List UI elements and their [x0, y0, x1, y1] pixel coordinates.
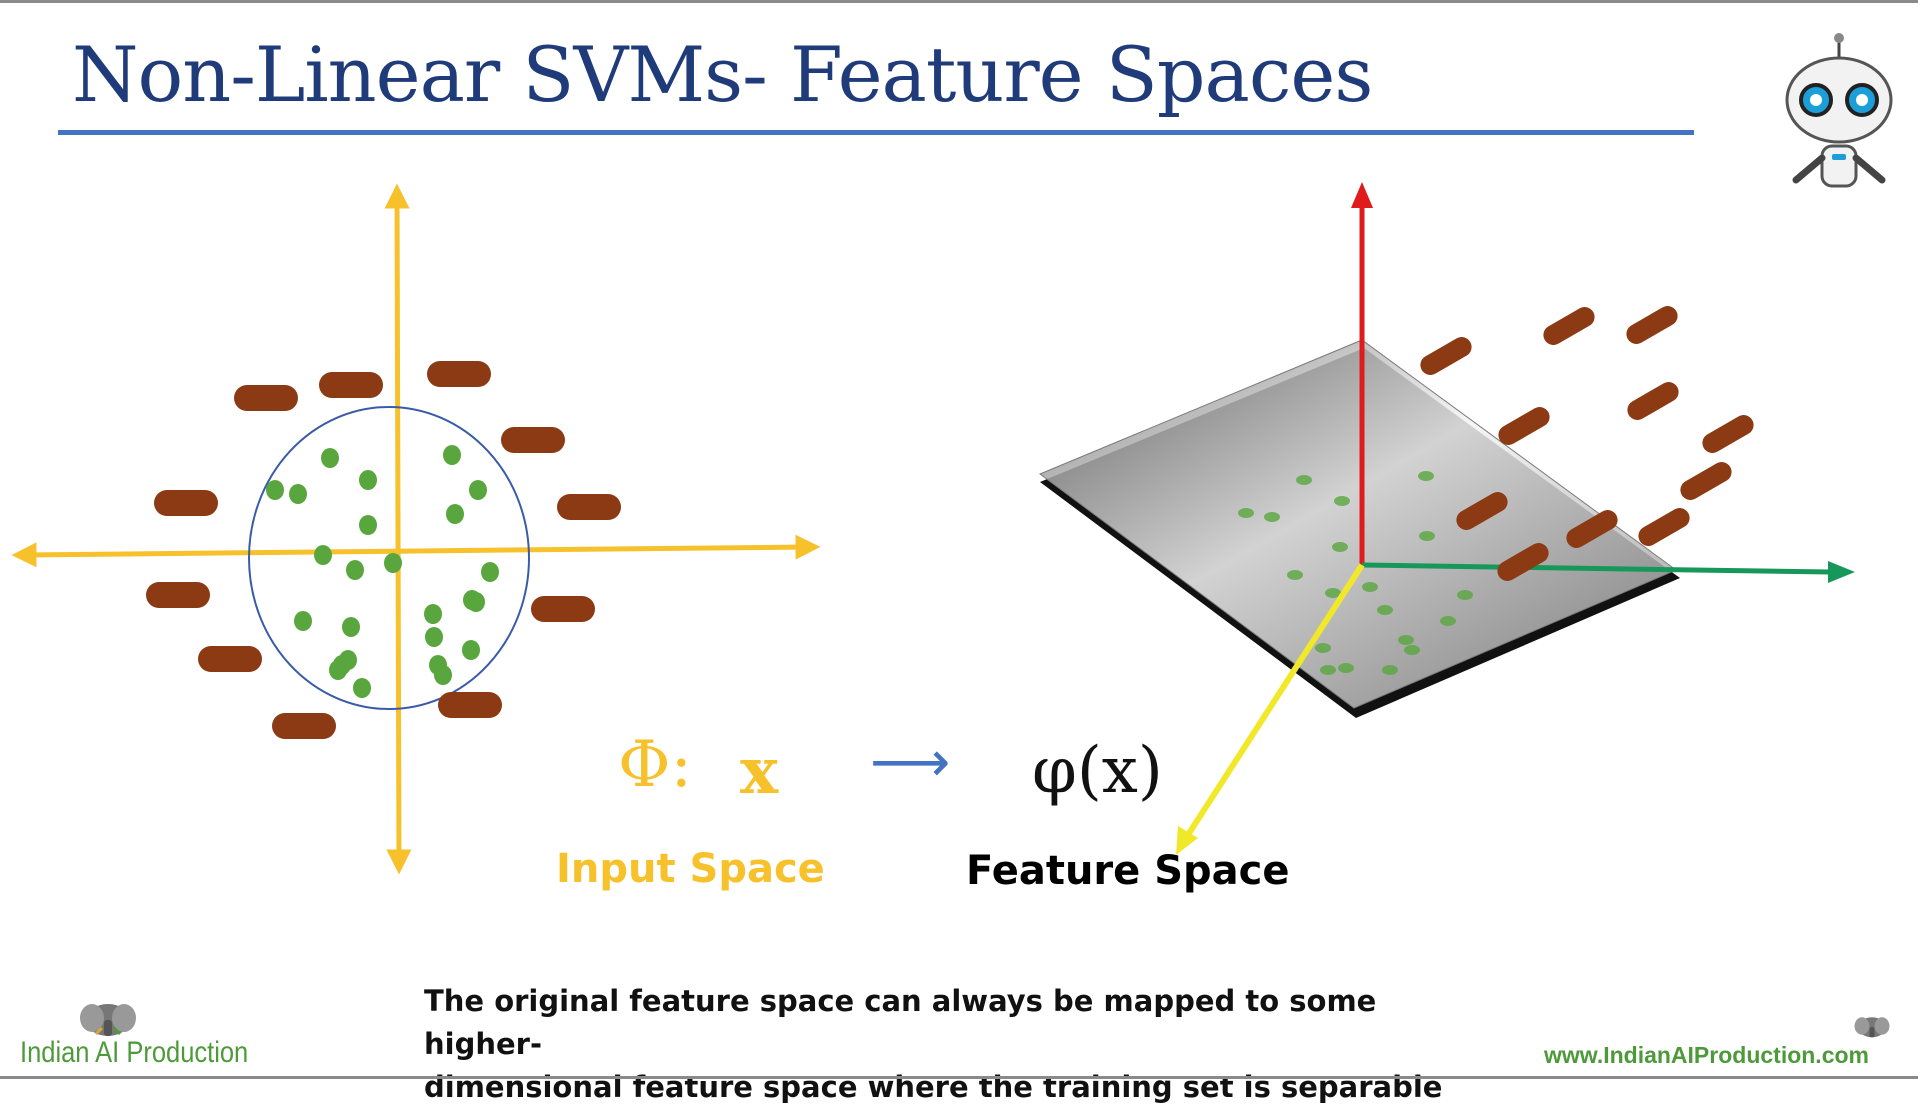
elephant-logo-icon [80, 1004, 136, 1036]
x-axis [1183, 563, 1365, 840]
green-point [1382, 665, 1398, 675]
green-point [1457, 590, 1473, 600]
slide-title: Non-Linear SVMs- Feature Spaces [72, 30, 1373, 119]
y-axis-arrowhead [1828, 561, 1855, 583]
brown-point [427, 361, 491, 387]
feature-space-plot [1038, 182, 1855, 855]
brown-point [234, 385, 298, 411]
green-point [1264, 512, 1280, 522]
green-point [1362, 582, 1378, 592]
green-point [1287, 570, 1303, 580]
green-point [425, 627, 443, 647]
phi-symbol: Φ: [618, 728, 693, 802]
separating-plane [1038, 339, 1678, 709]
brown-point [1626, 306, 1678, 344]
slide-caption: The original feature space can always be… [424, 980, 1484, 1109]
green-point [342, 617, 360, 637]
robot-mascot-icon [1785, 33, 1893, 188]
green-point [446, 504, 464, 524]
green-point [1377, 605, 1393, 615]
green-point [424, 604, 442, 624]
green-point [463, 590, 481, 610]
green-point [266, 480, 284, 500]
green-point [1418, 471, 1434, 481]
title-underline [58, 130, 1694, 135]
brown-point [319, 372, 383, 398]
green-point [289, 484, 307, 504]
decision-circle [248, 406, 530, 710]
bottom-frame-line [0, 1076, 1918, 1079]
top-frame-line [0, 0, 1918, 3]
green-point [321, 448, 339, 468]
green-point [294, 611, 312, 631]
input-y-axis [384, 183, 412, 875]
brown-point [1680, 462, 1732, 501]
feature-brown-points [1420, 306, 1754, 581]
green-point [1315, 643, 1331, 653]
brown-point [1543, 306, 1595, 345]
green-point [1419, 531, 1435, 541]
green-point [1334, 496, 1350, 506]
green-point [359, 515, 377, 535]
brown-point [272, 713, 336, 739]
green-point [353, 678, 371, 698]
brown-point [501, 427, 565, 453]
input-variable: x [740, 734, 779, 809]
brown-point [1702, 414, 1754, 453]
brown-point [1638, 508, 1690, 546]
feature-green-points [1238, 471, 1473, 675]
brown-point [1627, 382, 1679, 420]
brown-point [1497, 543, 1549, 581]
elephant-logo-icon-small [1854, 1017, 1890, 1038]
green-point [443, 445, 461, 465]
input-space-plot [11, 183, 821, 875]
input-x-axis [11, 534, 821, 568]
brown-point [1566, 510, 1618, 548]
green-point [1325, 588, 1341, 598]
brown-point [154, 490, 218, 516]
brown-point [1456, 491, 1508, 530]
brown-point [1420, 337, 1472, 376]
green-point [346, 560, 364, 580]
green-point [329, 660, 347, 680]
green-point [359, 470, 377, 490]
input-brown-points [146, 361, 621, 739]
green-point [1320, 665, 1336, 675]
z-axis-arrowhead [1351, 182, 1373, 208]
brown-point [146, 582, 210, 608]
feature-space-label: Feature Space [966, 848, 1290, 894]
brand-url-right: www.IndianAIProduction.com [1544, 1042, 1869, 1068]
green-point [1296, 475, 1312, 485]
mapping-arrow: ⟶ [870, 730, 951, 795]
input-green-points [266, 445, 499, 698]
brown-point [557, 494, 621, 520]
green-point [1440, 616, 1456, 626]
svm-feature-space-diagram [11, 182, 1855, 875]
green-point [1332, 542, 1348, 552]
green-point [434, 665, 452, 685]
green-point [314, 545, 332, 565]
input-space-label: Input Space [556, 846, 825, 892]
green-point [384, 553, 402, 573]
green-point [481, 562, 499, 582]
brown-point [198, 646, 262, 672]
brown-point [1498, 407, 1550, 445]
green-point [1238, 508, 1254, 518]
brand-name-left: Indian AI Production [20, 1036, 249, 1069]
green-point [462, 640, 480, 660]
caption-line-1: The original feature space can always be… [424, 984, 1377, 1061]
mapped-expression: φ(x) [1032, 734, 1163, 808]
green-point [469, 480, 487, 500]
green-point [1338, 663, 1354, 673]
green-point [1398, 635, 1414, 645]
green-point [1404, 645, 1420, 655]
brown-point [438, 692, 502, 718]
x-axis-arrowhead [1176, 826, 1198, 855]
brown-point [531, 596, 595, 622]
y-axis [1361, 562, 1831, 575]
